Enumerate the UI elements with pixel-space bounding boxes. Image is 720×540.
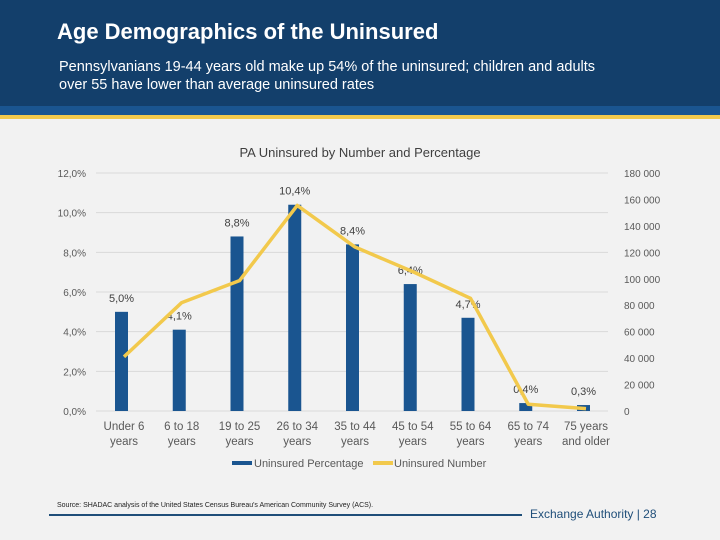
category-label: 55 to 64	[450, 421, 492, 433]
category-label: years	[225, 436, 253, 448]
legend-swatch-number	[373, 461, 393, 465]
legend-label-number: Uninsured Number	[394, 458, 487, 470]
category-label: 65 to 74	[507, 421, 549, 433]
left-axis-tick: 10,0%	[58, 209, 86, 220]
left-axis-tick: 2,0%	[63, 367, 86, 378]
right-axis-tick: 180 000	[624, 169, 661, 180]
category-label: and older	[562, 436, 610, 448]
category-label: Under 6	[104, 421, 145, 433]
source-note: Source: SHADAC analysis of the United St…	[57, 502, 374, 509]
category-label: 6 to 18	[164, 421, 199, 433]
left-axis-tick: 12,0%	[58, 169, 86, 180]
bar-data-label: 10,4%	[279, 186, 310, 198]
bar	[519, 403, 533, 411]
category-label: 26 to 34	[276, 421, 318, 433]
header-stripe-yellow	[0, 115, 720, 119]
header-band	[0, 0, 720, 106]
left-axis-tick: 4,0%	[63, 328, 86, 339]
category-label: years	[456, 436, 484, 448]
category-label: years	[168, 436, 196, 448]
bar	[230, 236, 244, 411]
category-label: 45 to 54	[392, 421, 434, 433]
bar	[172, 329, 186, 411]
right-axis-tick: 60 000	[624, 328, 655, 339]
header-stripe-blue	[0, 106, 720, 115]
page-title: Age Demographics of the Uninsured	[57, 19, 439, 44]
bar-data-label: 4,1%	[167, 311, 192, 323]
category-label: years	[110, 436, 138, 448]
legend-swatch-percentage	[232, 461, 252, 465]
category-label: 75 years	[564, 421, 608, 433]
right-axis-tick: 80 000	[624, 301, 655, 312]
left-axis-tick: 6,0%	[63, 288, 86, 299]
right-axis-tick: 0	[624, 407, 630, 418]
bar-data-label: 8,8%	[224, 217, 249, 229]
footer-rule	[49, 514, 522, 516]
category-label: years	[341, 436, 369, 448]
right-axis-tick: 100 000	[624, 275, 661, 286]
chart-title: PA Uninsured by Number and Percentage	[239, 145, 480, 160]
right-axis-tick: 160 000	[624, 195, 661, 206]
left-axis-tick: 0,0%	[63, 407, 86, 418]
bar	[461, 317, 475, 411]
category-label: years	[283, 436, 311, 448]
bar-data-label: 5,0%	[109, 293, 134, 305]
category-label: years	[514, 436, 542, 448]
page-subtitle: Pennsylvanians 19-44 years old make up 5…	[59, 59, 596, 93]
category-label: 35 to 44	[334, 421, 376, 433]
right-axis-tick: 120 000	[624, 248, 661, 259]
bar-data-label: 0,3%	[571, 386, 596, 398]
right-axis-tick: 140 000	[624, 222, 661, 233]
right-axis-tick: 40 000	[624, 354, 655, 365]
bar	[346, 244, 359, 411]
category-label: 19 to 25	[219, 421, 261, 433]
bar-data-label: 8,4%	[340, 225, 365, 237]
legend-label-percentage: Uninsured Percentage	[254, 458, 363, 470]
footer-brand: Exchange Authority | 28	[530, 507, 657, 521]
category-label: years	[399, 436, 427, 448]
right-axis-tick: 20 000	[624, 381, 655, 392]
bar	[288, 204, 302, 411]
bar	[403, 284, 417, 411]
left-axis-tick: 8,0%	[63, 248, 86, 259]
bar	[115, 311, 128, 411]
